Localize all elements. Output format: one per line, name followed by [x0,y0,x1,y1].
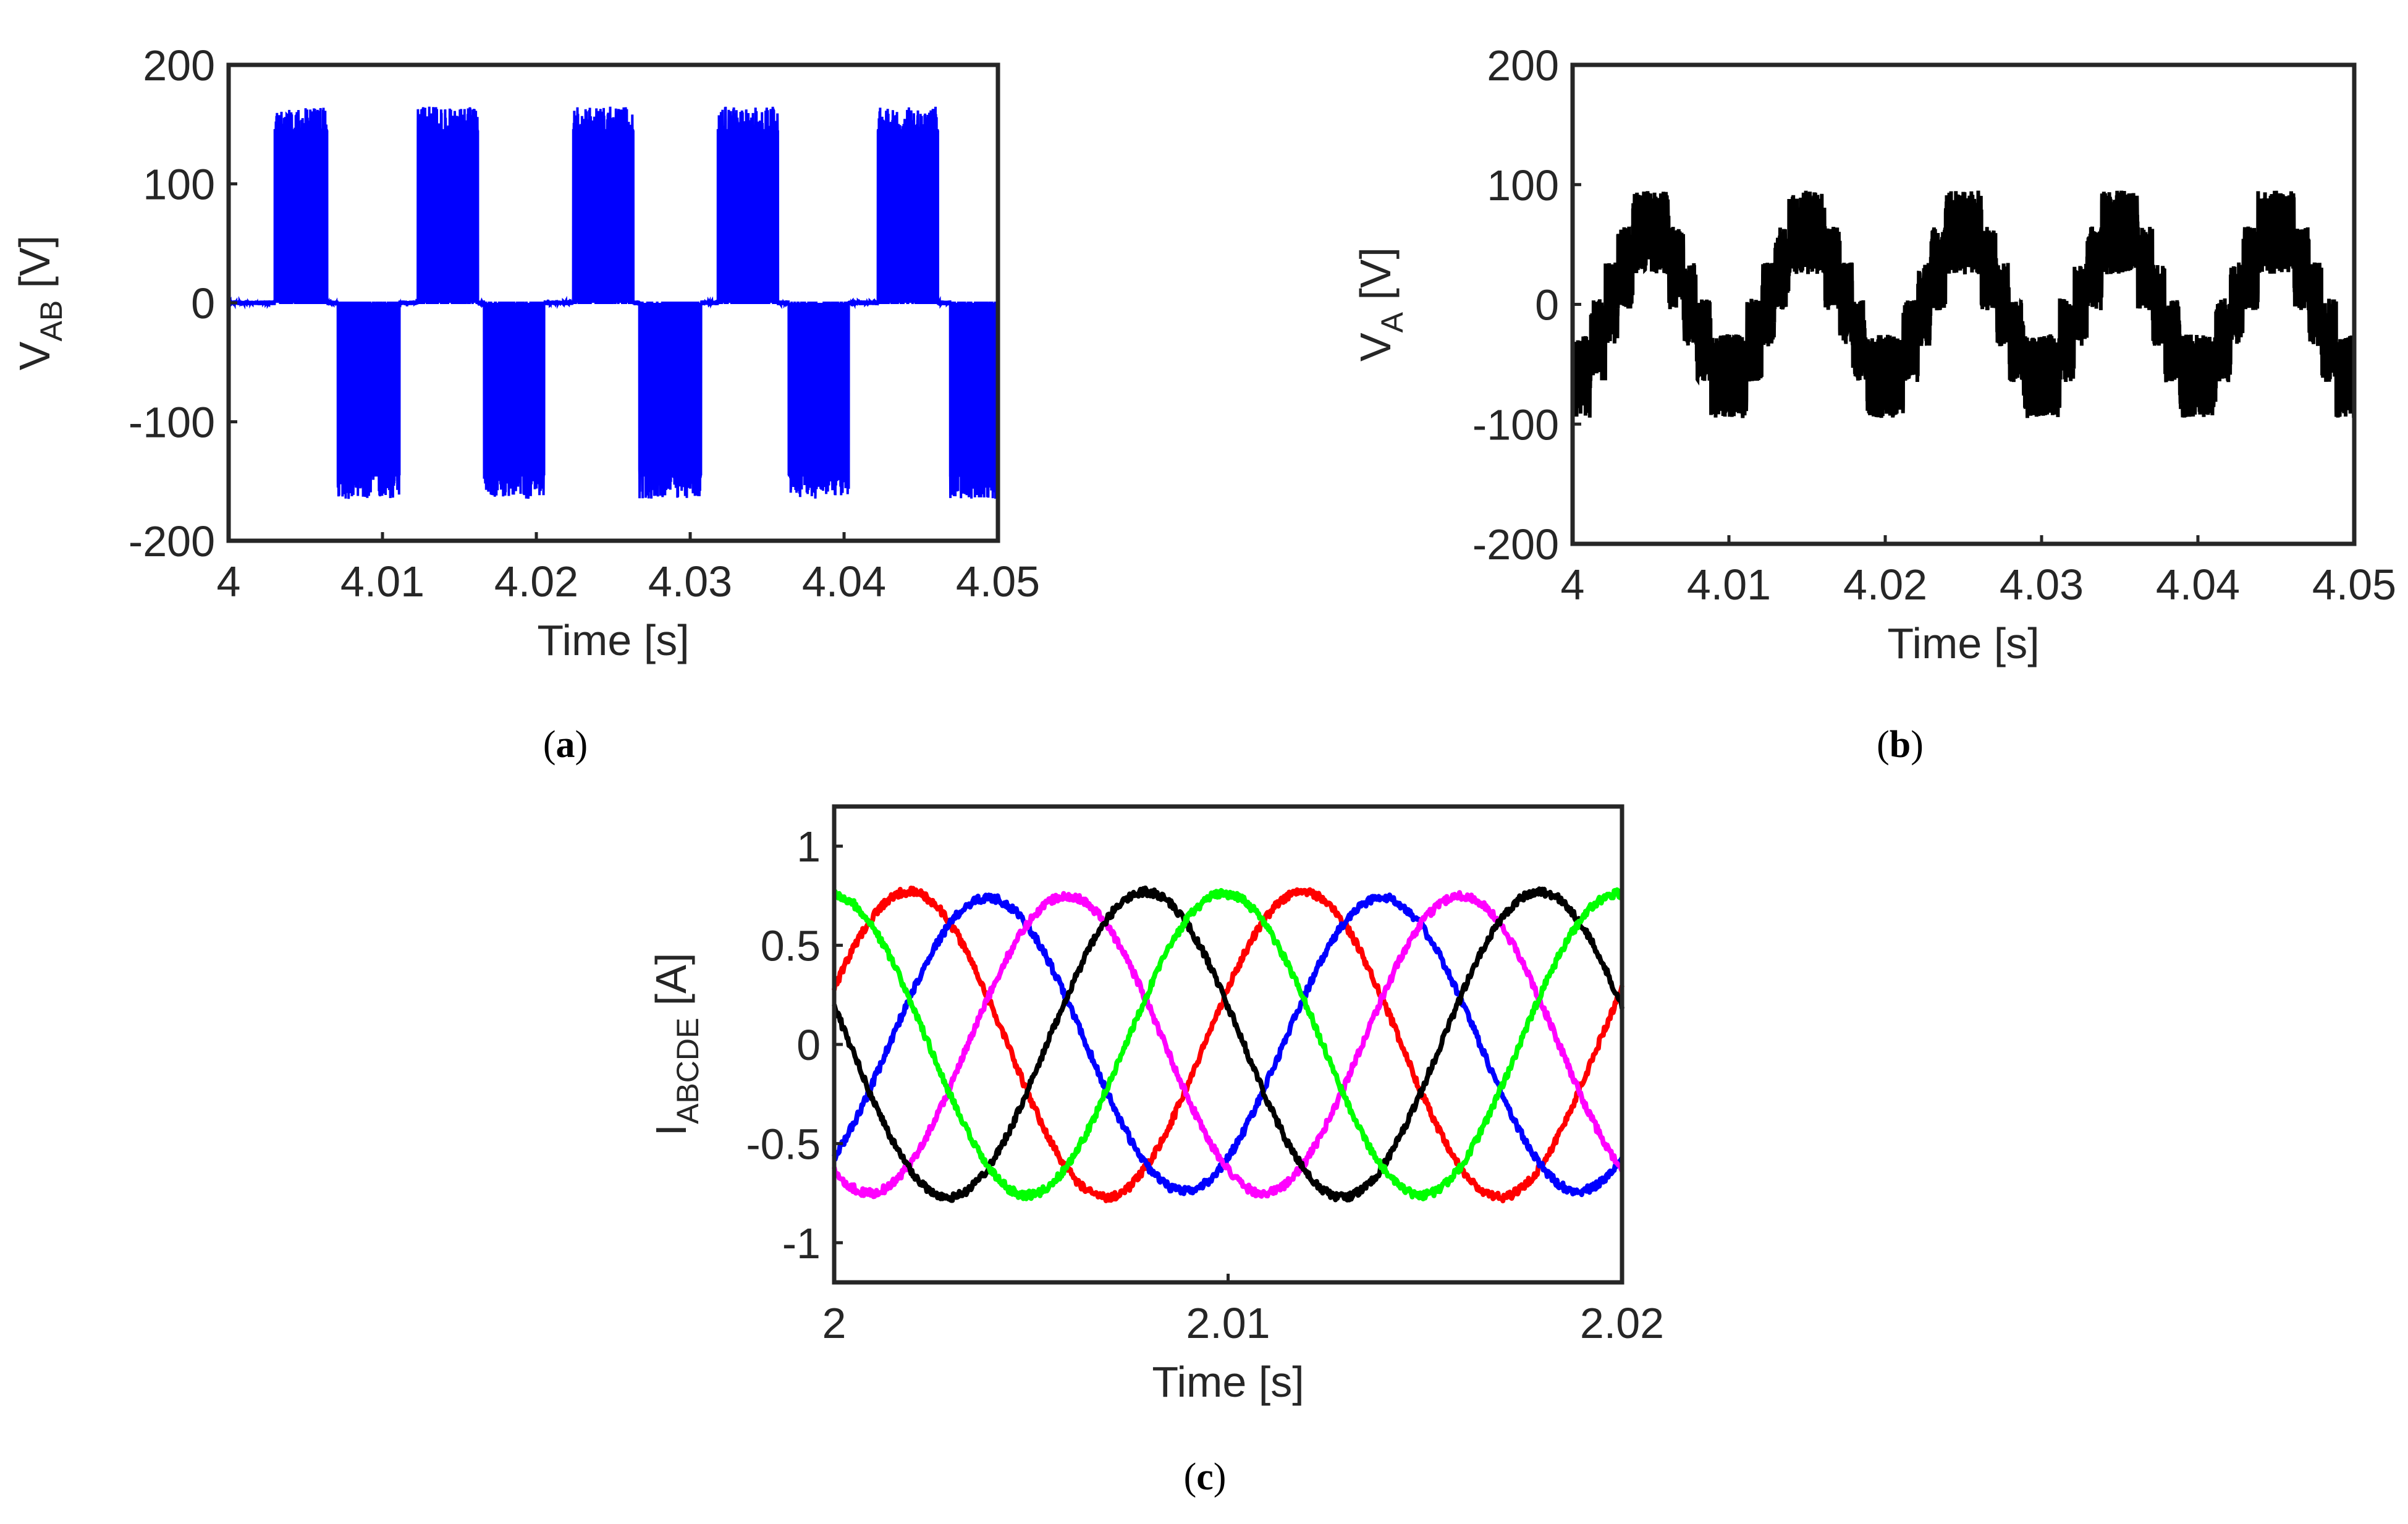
y-axis-label-main-b: V [1351,332,1400,362]
series-line-id [832,885,1624,1203]
series-line-ic [832,890,1624,1200]
series-line-vab [227,106,999,499]
ticks-c: 2 2.01 2.02 1 0.5 0 -0.5 -1 [746,823,1664,1347]
chart-panel-a: 4 4.01 4.02 4.03 4.04 4.05 200 100 0 -100 -200 Tim… [11,41,1040,766]
chart-panel-c: 2 2.01 2.02 1 0.5 0 -0.5 -1 Time [s] IABCDE [A]… [647,804,1664,1498]
y-tick-label: -200 [129,517,215,565]
y-axis-label-c: IABCDE [A] [647,953,705,1137]
y-axis-label-main-c: I [647,1124,695,1136]
series-line-ie [832,887,1624,1201]
series-line-ia [832,886,1624,1204]
x-tick-label: 2.01 [1186,1299,1270,1347]
y-tick-label: 0 [1535,281,1559,329]
y-tick-label: -1 [782,1219,821,1268]
x-axis-label-c: Time [s] [1152,1358,1304,1406]
y-axis-label-unit-b: [V] [1351,247,1400,312]
caption-letter-a: a [556,724,575,766]
ticks-b: 4 4.01 4.02 4.03 4.04 4.05 200 100 0 -100 -200 [1472,41,2396,609]
y-axis-label-unit-a: [V] [11,235,59,300]
chart-panel-b: 4 4.01 4.02 4.03 4.04 4.05 200 100 0 -100 -200 Tim… [1351,41,2396,766]
x-tick-label: 2 [822,1299,847,1347]
y-tick-label: -100 [129,399,215,447]
y-tick-label: 1 [796,823,821,871]
series-layer-a [227,106,999,499]
x-tick-label: 4 [217,557,241,606]
y-tick-label: -200 [1472,520,1559,569]
y-tick-label: -100 [1472,400,1559,449]
x-tick-label: 4.02 [494,557,578,606]
y-tick-label: -0.5 [746,1120,821,1168]
x-tick-label: 4.02 [1843,561,1927,609]
x-tick-label: 4.01 [1687,561,1771,609]
x-tick-label: 4.05 [956,557,1040,606]
y-axis-label-unit-c: [A] [647,953,695,1018]
y-axis-label-b: VA [V] [1351,247,1409,362]
series-layer-c [832,885,1624,1204]
caption-letter-c: c [1196,1456,1214,1498]
x-tick-label: 4 [1561,561,1585,609]
x-tick-label: 4.03 [2000,561,2084,609]
y-tick-label: 0 [191,279,215,328]
x-tick-label: 2.02 [1580,1299,1664,1347]
caption-b: (b) [1877,724,1924,766]
y-axis-label-a: VAB [V] [11,235,69,370]
x-tick-label: 4.04 [802,557,886,606]
y-tick-label: 100 [1487,161,1559,210]
y-tick-label: 0 [796,1021,821,1069]
y-axis-label-sub-a: AB [34,300,69,342]
y-tick-label: 200 [1487,41,1559,90]
y-axis-label-main-a: V [11,341,59,370]
plot-frame-c [832,804,1624,1285]
series-line-ib [832,892,1624,1198]
y-axis-label-sub-b: A [1375,311,1409,332]
y-axis-label-sub-c: ABCDE [670,1018,705,1124]
ticks-a: 4 4.01 4.02 4.03 4.04 4.05 200 100 0 -100 -200 [129,41,1040,606]
x-axis-label-a: Time [s] [537,616,689,664]
x-tick-label: 4.01 [340,557,425,606]
series-line-va [1571,190,2356,418]
x-tick-label: 4.04 [2156,561,2240,609]
x-tick-label: 4.03 [648,557,732,606]
series-layer-b [1571,190,2356,418]
caption-c: (c) [1184,1456,1227,1498]
x-axis-label-b: Time [s] [1887,619,2039,667]
x-tick-label: 4.05 [2312,561,2396,609]
caption-a: (a) [543,724,588,766]
caption-letter-b: b [1890,724,1911,766]
y-tick-label: 200 [143,41,215,90]
y-tick-label: 100 [143,161,215,209]
y-tick-label: 0.5 [761,922,821,970]
